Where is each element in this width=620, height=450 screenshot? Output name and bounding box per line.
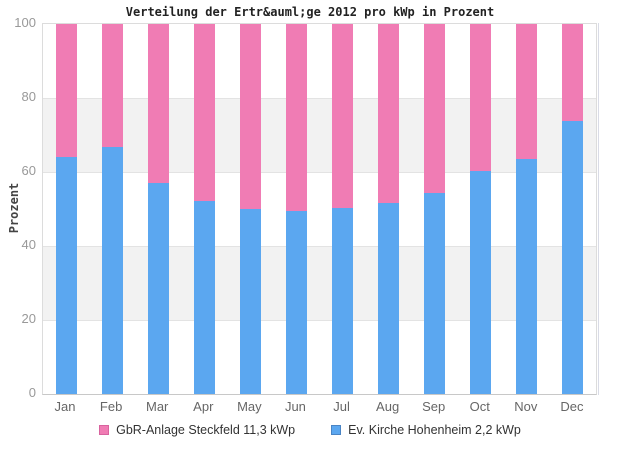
bar-segment-bottom [424,193,446,394]
x-tick-label: Oct [469,399,490,414]
gridline [43,172,596,173]
legend-swatch-1 [331,425,342,435]
bar-segment-top [424,24,446,194]
plot-band [43,172,596,246]
bar-segment-top [55,24,77,158]
bar-segment-top [147,24,169,184]
x-tick-label: May [237,399,262,414]
x-tick-label: Mar [146,399,169,414]
bar-segment-top [285,24,307,212]
bar-segment-bottom [470,171,492,394]
legend-swatch-0 [99,425,110,435]
bar-segment-bottom [193,200,215,394]
bar-segment-top [378,24,400,204]
legend: GbR-Anlage Steckfeld 11,3 kWp Ev. Kirche… [0,421,620,439]
y-tick-label: 40 [21,237,36,252]
x-tick-label: Dec [560,399,584,414]
bar-segment-bottom [147,183,169,394]
plot-band [43,320,596,394]
y-tick-label: 60 [21,163,36,178]
legend-label: GbR-Anlage Steckfeld 11,3 kWp [116,423,296,437]
bar-segment-top [470,24,492,172]
plot-area [42,23,597,395]
x-tick-label: Aug [376,399,400,414]
bar-segment-bottom [378,203,400,394]
x-tick-label: Jun [284,399,306,414]
x-tick-label: Nov [514,399,538,414]
x-tick-label: Sep [422,399,446,414]
x-tick-label: Jul [333,399,350,414]
bar-segment-bottom [562,120,584,394]
bar-segment-top [239,24,261,209]
bar-segment-bottom [332,207,354,394]
bar-segment-bottom [516,158,538,394]
gridline [43,320,596,321]
bar-segment-top [193,24,215,201]
gridline [43,246,596,247]
bar-segment-bottom [239,209,261,394]
x-tick-label: Jan [54,399,76,414]
y-tick-label: 80 [21,89,36,104]
y-tick-label: 100 [14,15,36,30]
right-accent-line [598,23,599,395]
legend-label: Ev. Kirche Hohenheim 2,2 kWp [348,423,521,437]
y-tick-label: 0 [28,385,36,400]
plot-band [43,24,596,98]
plot-band [43,246,596,320]
y-tick-label: 20 [21,311,36,326]
bar-segment-bottom [101,147,123,394]
legend-item: Ev. Kirche Hohenheim 2,2 kWp [331,423,521,437]
y-axis-label: Prozent [7,182,21,234]
x-tick-label: Apr [193,399,214,414]
bar-segment-top [562,24,584,121]
x-tick-label: Feb [99,399,123,414]
gridline [43,98,596,99]
bar-segment-top [516,24,538,159]
x-axis: Jan Feb Mar Apr May Jun Jul Aug Sep Oct Nov Dec [0,399,620,415]
bar-segment-top [332,24,354,208]
legend-item: GbR-Anlage Steckfeld 11,3 kWp [99,423,295,437]
bar-segment-top [101,24,123,148]
chart-title: Verteilung der Ertr&auml;ge 2012 pro kWp… [125,5,495,19]
bar-segment-bottom [55,157,77,394]
plot-band [43,98,596,172]
bar-segment-bottom [285,211,307,394]
